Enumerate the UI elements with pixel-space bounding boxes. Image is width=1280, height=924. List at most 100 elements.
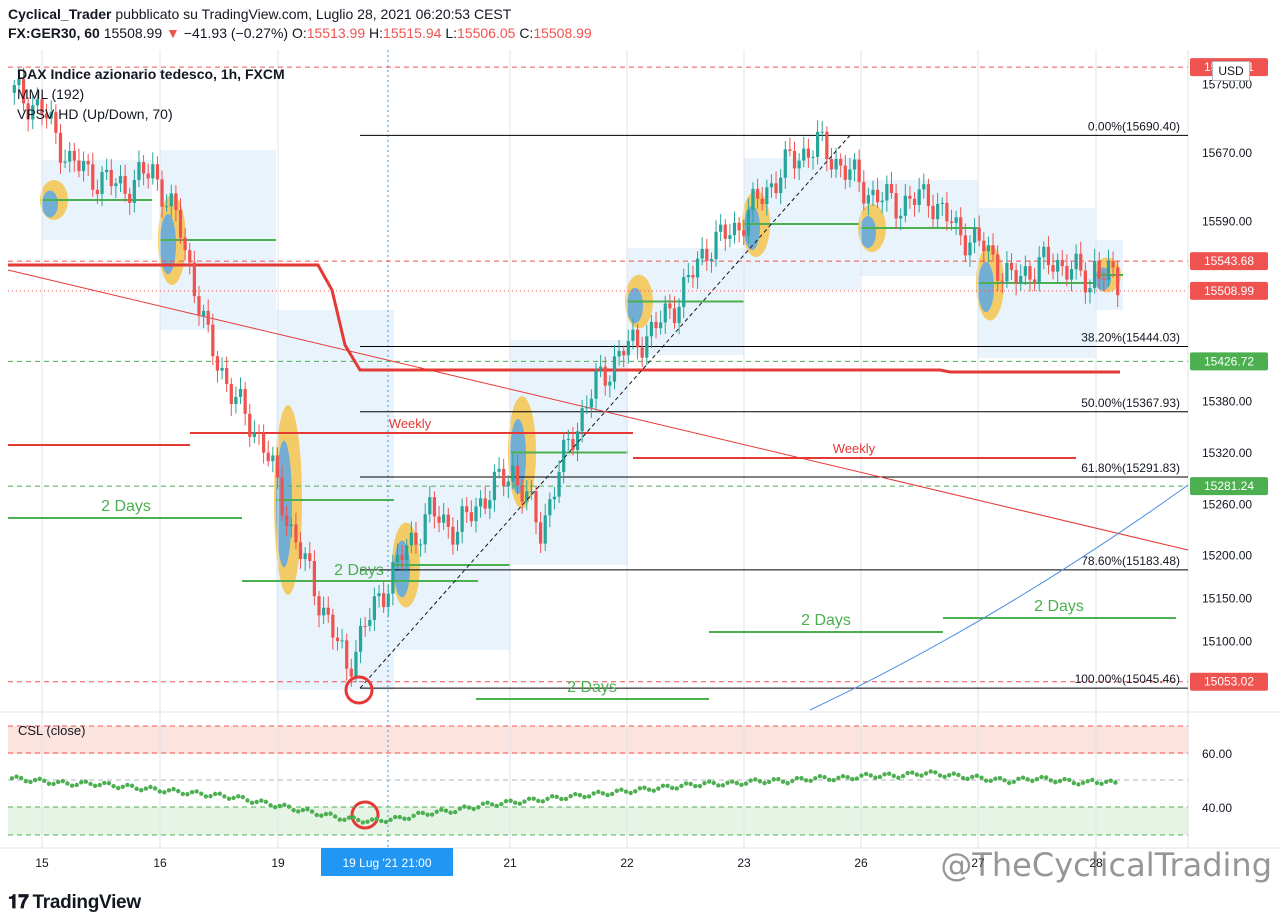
y-tick-label: 15150.00	[1202, 592, 1252, 606]
candle-body	[174, 193, 178, 211]
csl-point	[79, 780, 84, 785]
candle-body	[128, 193, 132, 203]
csl-point	[762, 780, 767, 786]
csl-point	[896, 775, 901, 780]
csl-point	[332, 814, 338, 819]
csl-point	[425, 812, 430, 817]
candle-body	[677, 306, 681, 324]
candle-body	[141, 162, 146, 174]
csl-point	[1113, 780, 1118, 785]
candle-body	[248, 413, 252, 437]
candle-body	[968, 242, 972, 256]
x-tick-label: 16	[153, 856, 167, 870]
watermark: @TheCyclicalTrading	[940, 846, 1272, 884]
csl-point	[305, 807, 310, 812]
candle-body	[1000, 280, 1004, 282]
currency-button[interactable]: USD	[1212, 61, 1250, 81]
csl-point	[351, 815, 356, 820]
csl-point	[803, 778, 809, 783]
csl-point	[554, 794, 559, 800]
csl-point	[771, 777, 776, 782]
csl-point	[693, 783, 698, 789]
tradingview-logo-icon: 𝟏𝟕	[8, 892, 29, 913]
candle-body	[197, 296, 201, 317]
candle-body	[469, 512, 473, 522]
csl-point	[1108, 778, 1113, 783]
csl-point	[453, 809, 458, 815]
candle-body	[1005, 262, 1009, 282]
tradingview-logo-text: TradingView	[32, 892, 142, 913]
candle-body	[192, 262, 196, 297]
candle-body	[409, 532, 413, 546]
csl-point	[1094, 780, 1100, 786]
candle-body	[1079, 253, 1083, 271]
csl-point	[868, 773, 873, 778]
legend-indicator-mml[interactable]: MML (192)	[17, 86, 85, 102]
candle-body	[1028, 266, 1032, 280]
candle-body	[35, 99, 40, 106]
y-tick-label: 15260.00	[1202, 497, 1252, 511]
legend-indicator-vpsv[interactable]: VPSV HD (Up/Down, 70)	[17, 106, 173, 122]
csl-point	[725, 780, 730, 785]
csl-point	[549, 794, 555, 799]
price-label-box	[1190, 477, 1268, 496]
candle-body	[451, 526, 455, 545]
candle-body	[294, 524, 298, 543]
candle-body	[783, 149, 787, 178]
price-label-text: 15426.72	[1204, 354, 1254, 368]
candle-body	[557, 471, 561, 497]
csl-point	[189, 789, 195, 795]
annotation-label: 2 Days	[567, 679, 617, 696]
csl-point	[88, 781, 93, 787]
candle-body	[631, 329, 635, 341]
csl-point	[360, 820, 366, 825]
open-value: 15513.99	[306, 25, 366, 41]
x-tick-label: 28	[1089, 856, 1103, 870]
csl-point	[462, 804, 467, 809]
csl-point	[277, 803, 282, 809]
csl-point	[1016, 776, 1021, 781]
candle-body	[529, 491, 533, 493]
csl-point	[1053, 780, 1058, 785]
candle-body	[400, 555, 404, 561]
csl-point	[231, 795, 236, 801]
candle-body	[395, 555, 400, 563]
csl-point	[734, 780, 740, 786]
candle-body	[1065, 266, 1069, 280]
author-name[interactable]: Cyclical_Trader	[8, 6, 112, 22]
csl-pane-title[interactable]: CSL (close)	[18, 723, 86, 738]
footer: 𝟏𝟕 TradingView @TheCyclicalTrading	[0, 846, 1280, 924]
csl-point	[471, 806, 476, 812]
candle-body	[843, 165, 847, 180]
tradingview-logo[interactable]: 𝟏𝟕 TradingView	[8, 892, 141, 914]
csl-point	[780, 779, 786, 784]
csl-point	[1011, 779, 1017, 785]
csl-point	[402, 816, 407, 821]
csl-point	[628, 790, 633, 796]
candle-body	[146, 173, 150, 179]
csl-point	[545, 796, 550, 802]
candle-body	[437, 516, 441, 523]
candle-body	[312, 560, 317, 597]
candle-body	[659, 322, 663, 329]
symbol-name[interactable]: FX:GER30, 60	[8, 25, 100, 41]
candle-body	[640, 347, 644, 358]
csl-oversold-band	[8, 807, 1188, 835]
candle-body	[862, 182, 866, 204]
candle-body	[289, 524, 293, 526]
csl-point	[411, 813, 416, 819]
candle-body	[511, 465, 515, 482]
csl-point	[143, 786, 149, 791]
volume-profile-down	[860, 216, 876, 248]
candle-body	[275, 455, 280, 478]
open-label: O:	[291, 25, 307, 41]
x-tick-label: 19	[271, 856, 285, 870]
csl-point	[337, 817, 342, 822]
close-value: 15508.99	[533, 25, 592, 41]
csl-point	[656, 786, 661, 791]
candle-body	[137, 162, 141, 181]
candle-body	[996, 254, 1000, 281]
candle-body	[562, 439, 566, 472]
candle-body	[114, 183, 118, 187]
